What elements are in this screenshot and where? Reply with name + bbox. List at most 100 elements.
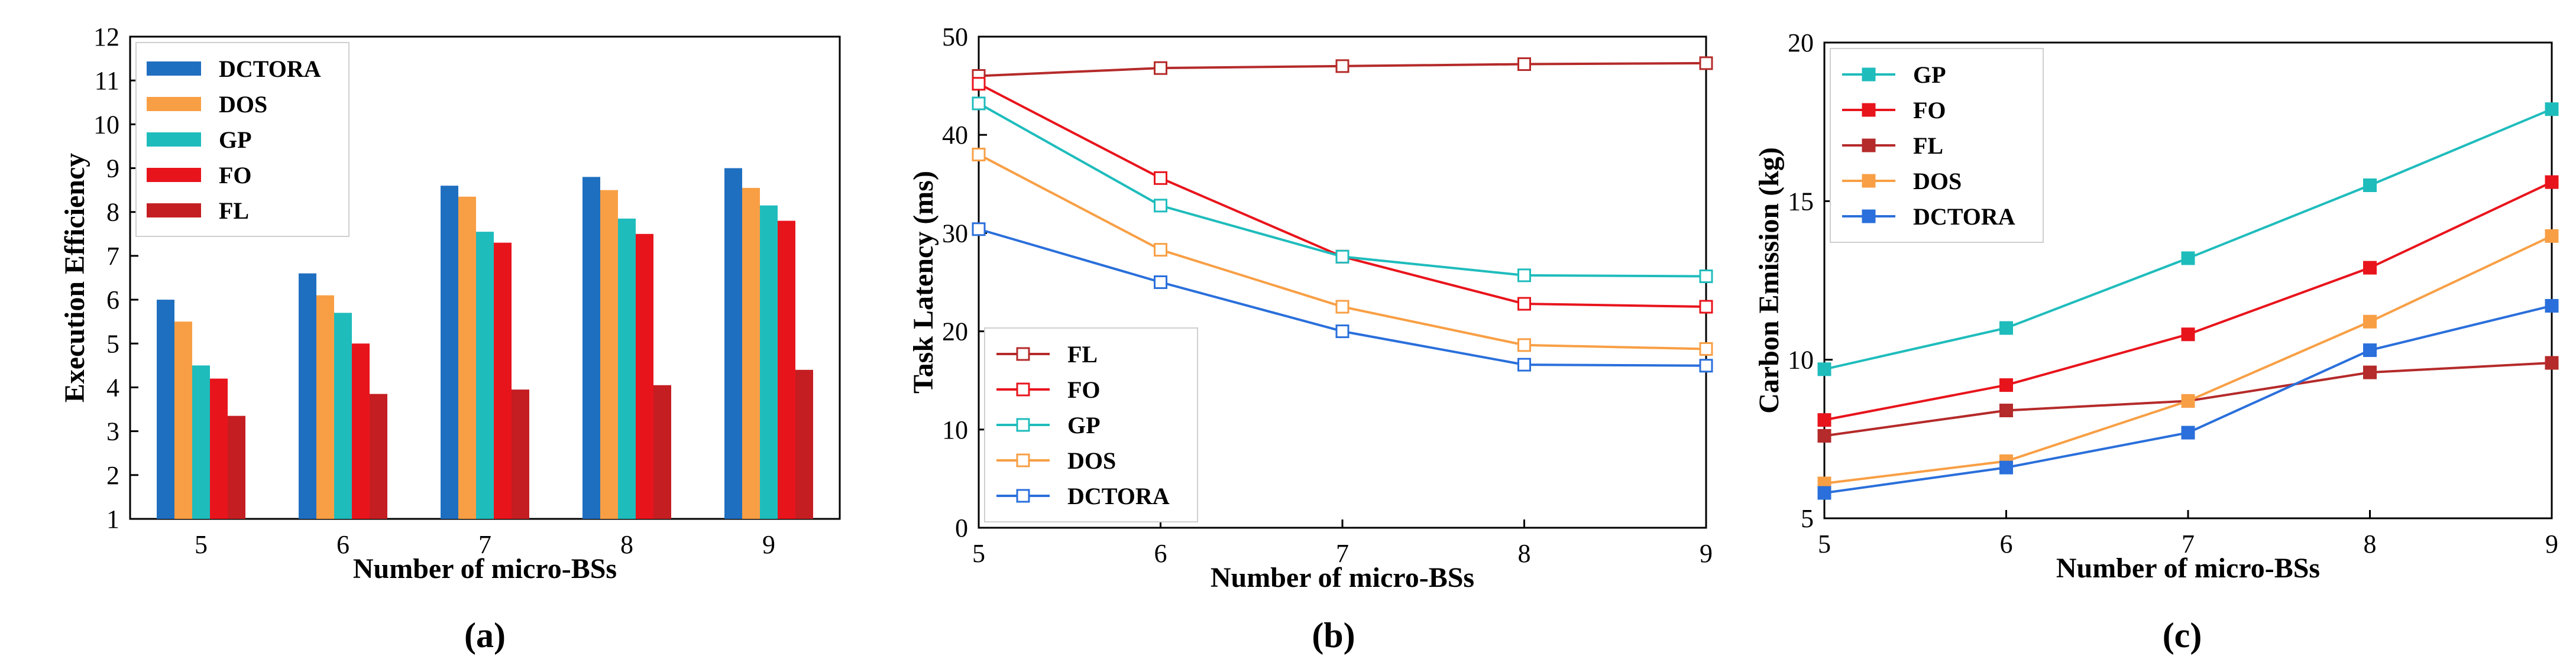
y-tick-label: 0 xyxy=(955,514,968,543)
y-tick-label: 15 xyxy=(1788,187,1814,216)
y-tick-label: 5 xyxy=(106,329,119,358)
x-tick-label: 9 xyxy=(1700,539,1713,568)
data-point xyxy=(2545,356,2559,370)
data-point xyxy=(1699,359,1713,373)
data-point xyxy=(2181,327,2195,342)
bar xyxy=(582,177,600,519)
chart-panel-1: 0 10 20 30 40 50 (b) Number of micro-BSs Task La… xyxy=(908,22,1713,655)
y-tick-label: 6 xyxy=(106,285,119,314)
data-point xyxy=(1016,489,1030,503)
bar xyxy=(742,187,760,519)
legend-label: DCTORA xyxy=(1913,203,2015,230)
chart-panel-2: 5 10 15 20 (c) Number of micro-BSs Carbon Emis… xyxy=(1753,28,2559,655)
bar xyxy=(494,242,512,519)
bar xyxy=(512,389,529,519)
data-point xyxy=(1817,413,1831,427)
legend-label: FL xyxy=(1913,132,1943,159)
data-point xyxy=(2363,178,2377,192)
data-point xyxy=(1016,418,1030,432)
bar xyxy=(157,300,174,519)
bar xyxy=(228,415,245,519)
x-tick-label: 6 xyxy=(1154,539,1167,568)
y-axis-title: Task Latency (ms) xyxy=(908,171,939,394)
data-point xyxy=(972,96,986,111)
y-tick-label: 12 xyxy=(93,22,119,51)
y-tick-label: 11 xyxy=(95,66,119,95)
panel-caption: (c) xyxy=(2163,616,2202,655)
y-tick-label: 4 xyxy=(106,373,119,402)
data-point xyxy=(2545,229,2559,243)
data-point xyxy=(1862,138,1876,152)
legend-label: GP xyxy=(219,126,252,153)
bar xyxy=(636,233,653,519)
legend-label: GP xyxy=(1067,412,1101,439)
legend-label: FL xyxy=(219,197,249,224)
data-point xyxy=(1999,404,2013,418)
data-point xyxy=(2363,343,2377,358)
data-point xyxy=(1154,243,1167,257)
bar xyxy=(370,394,387,519)
legend-label: FO xyxy=(1067,376,1101,403)
data-point xyxy=(1016,453,1030,467)
data-point xyxy=(1862,209,1876,223)
bar xyxy=(653,385,671,519)
data-point xyxy=(1335,59,1350,73)
data-point xyxy=(972,77,986,91)
data-point xyxy=(1699,56,1713,70)
legend-label: DOS xyxy=(219,91,267,118)
y-tick-label: 2 xyxy=(106,461,119,490)
legend-label: DCTORA xyxy=(1067,483,1170,509)
bar xyxy=(476,232,494,519)
x-tick-label: 9 xyxy=(2545,530,2558,558)
data-point xyxy=(1862,103,1876,117)
y-tick-label: 7 xyxy=(106,242,119,271)
x-axis-title: Number of micro-BSs xyxy=(2056,553,2320,584)
bar xyxy=(724,168,742,519)
data-point xyxy=(1016,347,1030,361)
data-point xyxy=(1999,378,2013,392)
y-tick-label: 10 xyxy=(942,415,968,444)
legend-swatch xyxy=(147,203,201,217)
bar xyxy=(192,365,210,519)
bar xyxy=(174,321,192,519)
legend-label: FO xyxy=(219,162,252,189)
data-point xyxy=(1335,249,1350,264)
data-point xyxy=(1817,362,1831,376)
series-line xyxy=(978,83,1707,308)
x-tick-label: 5 xyxy=(972,539,985,568)
bar xyxy=(600,190,618,519)
series-line xyxy=(1824,235,2552,485)
y-axis-title: Carbon Emission (kg) xyxy=(1753,147,1785,414)
x-tick-label: 7 xyxy=(478,530,491,559)
legend-swatch xyxy=(147,168,201,182)
data-point xyxy=(1016,382,1030,397)
data-point xyxy=(1517,297,1531,311)
data-point xyxy=(1817,486,1831,500)
bar xyxy=(210,378,228,519)
x-tick-label: 5 xyxy=(195,530,208,559)
bar xyxy=(352,343,370,519)
y-tick-label: 8 xyxy=(106,198,119,227)
legend-label: DOS xyxy=(1067,447,1116,474)
legend-swatch xyxy=(147,132,201,147)
bar xyxy=(299,273,316,519)
data-point xyxy=(1154,199,1167,213)
bar xyxy=(778,220,795,519)
data-point xyxy=(1154,275,1167,289)
y-tick-label: 20 xyxy=(1788,28,1814,57)
x-tick-label: 6 xyxy=(2000,530,2013,558)
legend-label: FO xyxy=(1913,97,1946,124)
x-tick-label: 8 xyxy=(2364,530,2377,558)
bar xyxy=(795,369,813,519)
x-tick-label: 7 xyxy=(2182,530,2195,558)
data-point xyxy=(1517,338,1531,352)
x-tick-label: 9 xyxy=(762,530,775,559)
data-point xyxy=(1817,428,1831,443)
data-point xyxy=(2181,251,2195,265)
data-point xyxy=(972,147,986,161)
data-point xyxy=(1517,268,1531,282)
data-point xyxy=(972,222,986,236)
data-point xyxy=(1862,67,1876,82)
